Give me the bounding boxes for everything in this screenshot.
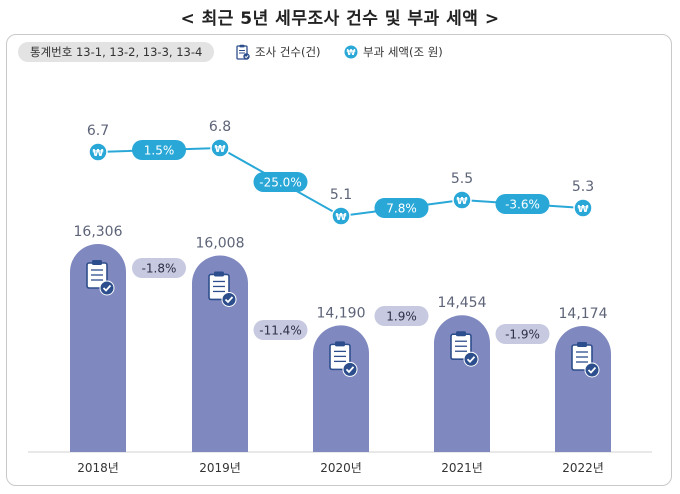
x-tick-label-3: 2020년: [320, 461, 362, 475]
check-mark-1: [102, 284, 112, 292]
bar-change-pill-2: [253, 320, 308, 340]
clipboard-clip-3: [335, 341, 345, 347]
bar-change-label-3: 1.9%: [386, 310, 417, 324]
line-change-label-2: -25.0%: [259, 176, 301, 190]
bar-value-label-5: 14,174: [559, 306, 608, 322]
bar-4: [434, 315, 490, 452]
clipboard-clip-4: [456, 331, 466, 337]
bar-change-pill-1: [132, 258, 186, 278]
won-icon-1: ₩: [92, 148, 103, 159]
bar-value-label-2: 16,008: [196, 235, 245, 251]
bar-value-label-3: 14,190: [317, 305, 366, 321]
tax-point-5: [573, 198, 593, 218]
line-change-pill-1: [132, 140, 186, 160]
tax-point-3: [331, 206, 351, 226]
check-icon-5: [584, 362, 600, 378]
legend-cases: 조사 건수(건): [236, 43, 321, 61]
line-change-label-4: -3.6%: [505, 198, 540, 212]
bar-3: [313, 325, 369, 452]
clipboard-check-icon: [236, 44, 250, 60]
won-icon-2: ₩: [214, 144, 225, 155]
clipboard-clip-2: [214, 271, 224, 277]
chart-frame: [6, 34, 672, 486]
tax-point-1: [88, 142, 108, 162]
won-coin-icon: ₩: [344, 45, 358, 59]
bar-change-label-2: -11.4%: [259, 324, 301, 338]
check-mark-2: [224, 296, 234, 304]
check-icon-4: [463, 351, 479, 367]
clipboard-clip-1: [92, 260, 102, 265]
line-change-label-1: 1.5%: [144, 144, 175, 158]
line-change-pill-4: [495, 194, 550, 214]
won-icon-4: ₩: [456, 196, 467, 207]
bar-1: [70, 244, 126, 452]
x-tick-label-5: 2022년: [562, 461, 604, 475]
legend-cases-label: 조사 건수(건): [255, 45, 321, 59]
bar-change-pill-3: [374, 306, 429, 326]
svg-text:₩: ₩: [347, 48, 356, 57]
tax-value-label-1: 6.7: [87, 123, 109, 139]
check-mark-4: [466, 356, 476, 364]
bar-5: [555, 326, 611, 452]
tax-point-2: [210, 138, 230, 158]
won-icon-5: ₩: [577, 204, 588, 215]
bar-value-label-1: 16,306: [74, 224, 123, 240]
chart-title: < 최근 5년 세무조사 건수 및 부과 세액 >: [180, 9, 500, 29]
check-mark-5: [587, 366, 597, 374]
line-change-label-3: 7.8%: [386, 202, 417, 216]
check-mark-3: [345, 366, 355, 374]
x-tick-label-2: 2019년: [199, 461, 241, 475]
bar-change-label-1: -1.8%: [142, 262, 177, 276]
line-change-pill-3: [374, 198, 429, 218]
legend-tax-label: 부과 세액(조 원): [363, 45, 443, 59]
bar-change-pill-4: [495, 324, 550, 344]
source-label: 통계번호 13-1, 13-2, 13-3, 13-4: [18, 42, 215, 62]
tax-value-label-5: 5.3: [572, 179, 594, 195]
bar-value-label-4: 14,454: [438, 295, 487, 311]
check-icon-3: [342, 361, 358, 377]
clipboard-clip-5: [577, 342, 587, 347]
won-icon-3: ₩: [335, 212, 346, 223]
line-change-pill-2: [253, 172, 308, 192]
check-icon-2: [221, 291, 237, 307]
bar-change-label-4: -1.9%: [505, 328, 540, 342]
tax-value-label-2: 6.8: [209, 119, 231, 135]
x-tick-label-4: 2021년: [441, 461, 483, 475]
tax-point-4: [452, 190, 472, 210]
legend-tax: ₩ 부과 세액(조 원): [344, 43, 443, 61]
x-tick-label-1: 2018년: [77, 461, 119, 475]
tax-value-label-4: 5.5: [451, 171, 473, 187]
check-icon-1: [99, 280, 115, 296]
tax-value-label-3: 5.1: [330, 187, 352, 203]
